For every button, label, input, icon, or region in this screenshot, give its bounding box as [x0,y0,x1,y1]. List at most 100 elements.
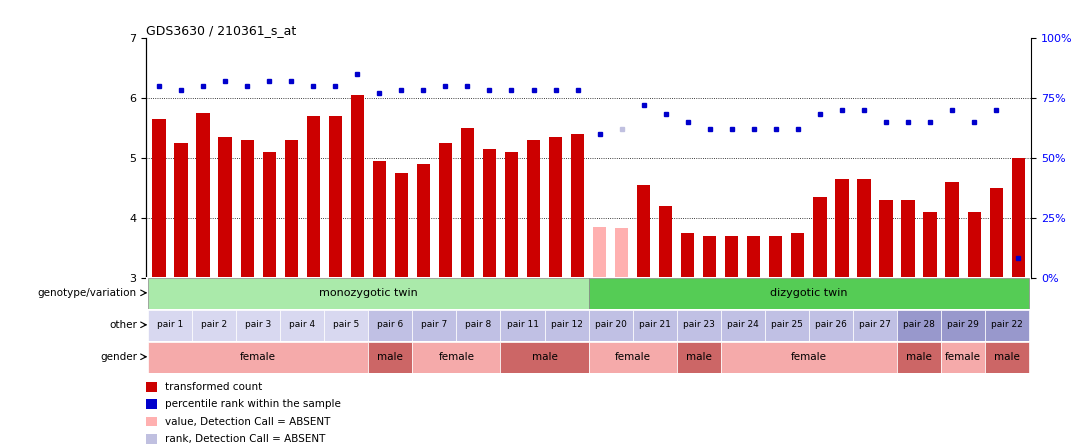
Bar [589,278,1029,309]
Text: pair 26: pair 26 [815,320,847,329]
Text: female: female [791,352,827,362]
Bar [897,310,941,341]
Bar [879,200,892,278]
Text: pair 27: pair 27 [859,320,891,329]
Text: percentile rank within the sample: percentile rank within the sample [165,399,341,409]
Bar [417,164,430,278]
Text: monozygotic twin: monozygotic twin [319,288,418,298]
Bar [1012,158,1025,278]
Text: female: female [945,352,981,362]
Bar [589,310,633,341]
Text: pair 7: pair 7 [421,320,447,329]
Text: gender: gender [100,352,137,362]
Bar [148,342,368,373]
Bar [747,235,760,278]
Text: genotype/variation: genotype/variation [38,288,137,298]
Bar [792,233,805,278]
Bar [285,140,298,278]
Text: pair 24: pair 24 [727,320,758,329]
Text: male: male [686,352,712,362]
Bar [703,235,716,278]
Bar [307,116,320,278]
Text: GDS3630 / 210361_s_at: GDS3630 / 210361_s_at [146,24,296,36]
Bar [985,310,1029,341]
Bar [677,342,720,373]
Text: pair 29: pair 29 [947,320,980,329]
Bar [985,342,1029,373]
Bar [989,188,1002,278]
Bar [394,173,408,278]
Bar [571,134,584,278]
Bar [146,434,158,444]
Bar [549,137,563,278]
Bar [504,152,518,278]
Bar [809,310,853,341]
Bar [241,140,254,278]
Bar [633,310,677,341]
Bar [589,342,677,373]
Text: male: male [906,352,932,362]
Bar [146,382,158,392]
Text: pair 12: pair 12 [551,320,582,329]
Bar [527,140,540,278]
Text: pair 20: pair 20 [595,320,626,329]
Text: pair 4: pair 4 [289,320,315,329]
Bar [280,310,324,341]
Bar [637,185,650,278]
Bar [677,310,720,341]
Bar [725,235,739,278]
Text: female: female [240,352,276,362]
Bar [853,310,897,341]
Bar [461,128,474,278]
Bar [146,417,158,426]
Text: male: male [531,352,557,362]
Text: pair 22: pair 22 [991,320,1023,329]
Text: dizygotic twin: dizygotic twin [770,288,848,298]
Text: pair 28: pair 28 [903,320,935,329]
Bar [813,197,826,278]
Text: female: female [438,352,474,362]
Bar [324,310,368,341]
Bar [368,342,413,373]
Bar [413,310,457,341]
Bar [262,152,275,278]
Bar [941,342,985,373]
Bar [148,310,192,341]
Text: male: male [377,352,403,362]
Bar [835,178,849,278]
Text: pair 6: pair 6 [377,320,404,329]
Bar [945,182,959,278]
Bar [681,233,694,278]
Text: value, Detection Call = ABSENT: value, Detection Call = ABSENT [165,416,330,427]
Text: rank, Detection Call = ABSENT: rank, Detection Call = ABSENT [165,434,326,444]
Text: pair 1: pair 1 [157,320,184,329]
Bar [615,228,629,278]
Bar [659,206,673,278]
Bar [197,113,210,278]
Bar [720,342,897,373]
Bar [897,342,941,373]
Text: pair 21: pair 21 [638,320,671,329]
Text: other: other [109,320,137,330]
Bar [351,95,364,278]
Bar [968,212,981,278]
Bar [765,310,809,341]
Text: pair 25: pair 25 [771,320,802,329]
Bar [148,278,589,309]
Text: pair 11: pair 11 [507,320,539,329]
Bar [500,342,589,373]
Bar [500,310,544,341]
Bar [373,161,386,278]
Text: pair 3: pair 3 [245,320,271,329]
Bar [218,137,232,278]
Bar [720,310,765,341]
Bar [457,310,500,341]
Text: pair 23: pair 23 [683,320,715,329]
Bar [438,143,453,278]
Bar [769,235,783,278]
Bar [858,178,870,278]
Text: pair 5: pair 5 [333,320,360,329]
Bar [902,200,915,278]
Text: pair 8: pair 8 [465,320,491,329]
Bar [593,226,606,278]
